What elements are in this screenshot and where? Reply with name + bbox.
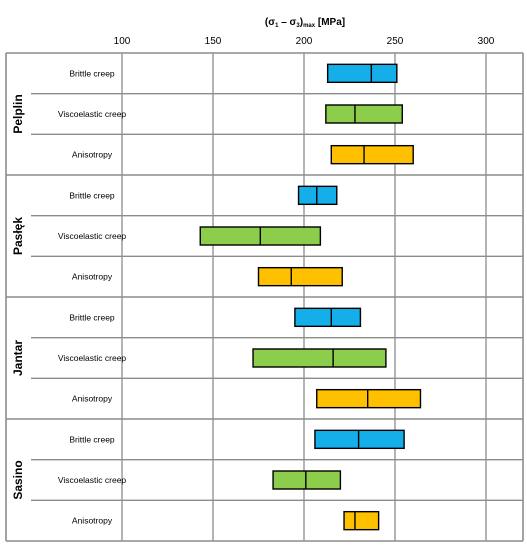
title-open: (σ (265, 17, 275, 28)
title-sub-3: 3 (296, 23, 300, 29)
bar-pelplin-anisotropy (330, 144, 414, 165)
x-tick-label-100: 100 (114, 36, 131, 47)
title-sub-1: 1 (275, 23, 279, 29)
x-tick-label-150: 150 (205, 36, 222, 47)
title-unit: [MPa] (315, 17, 345, 28)
category-label-jantar-brittle-creep: Brittle creep (69, 312, 115, 322)
title-dash: – σ (278, 17, 296, 28)
bar-jantar-brittle-creep (294, 307, 362, 328)
category-label-jantar-viscoelastic-creep: Viscoelastic creep (58, 353, 127, 363)
group-label-pelplin: Pelplin (11, 94, 25, 133)
category-label-sasino-viscoelastic-creep: Viscoelastic creep (58, 475, 127, 485)
category-label-pas-k-anisotropy: Anisotropy (72, 272, 113, 282)
category-label-pelplin-anisotropy: Anisotropy (72, 150, 113, 160)
group-label-sasino: Sasino (11, 460, 25, 499)
bar-pelplin-brittle-creep (326, 63, 398, 84)
category-label-sasino-brittle-creep: Brittle creep (69, 434, 115, 444)
bar-jantar-viscoelastic-creep (252, 348, 387, 368)
category-label-pas-k-viscoelastic-creep: Viscoelastic creep (58, 231, 127, 241)
category-label-pelplin-viscoelastic-creep: Viscoelastic creep (58, 109, 127, 119)
title-close: ) (300, 17, 303, 28)
group-label-jantar: Jantar (11, 340, 25, 376)
bar-pas-k-anisotropy (257, 266, 343, 287)
label-layer: 100 150 200 250 300 Pelplin Pasłęk Jantar Sasino… (11, 36, 495, 526)
x-tick-label-200: 200 (296, 36, 313, 47)
bar-pas-k-brittle-creep (297, 185, 338, 206)
category-label-pelplin-brittle-creep: Brittle creep (69, 68, 115, 78)
bar-jantar-anisotropy (316, 388, 422, 409)
bar-layer (199, 63, 422, 531)
bar-sasino-brittle-creep (314, 429, 405, 450)
category-label-pas-k-brittle-creep: Brittle creep (69, 190, 115, 200)
grid-layer (5, 52, 524, 542)
chart-title: (σ1 – σ3)max [MPa] (265, 17, 345, 29)
category-label-sasino-anisotropy: Anisotropy (72, 516, 113, 526)
bar-pelplin-viscoelastic-creep (325, 104, 403, 124)
category-label-jantar-anisotropy: Anisotropy (72, 394, 113, 404)
group-label-pas-k: Pasłęk (11, 217, 25, 255)
x-tick-label-300: 300 (478, 36, 495, 47)
bar-sasino-viscoelastic-creep (272, 470, 342, 490)
bar-sasino-anisotropy (343, 510, 380, 531)
x-tick-label-250: 250 (387, 36, 404, 47)
title-sub-max: max (303, 23, 316, 29)
